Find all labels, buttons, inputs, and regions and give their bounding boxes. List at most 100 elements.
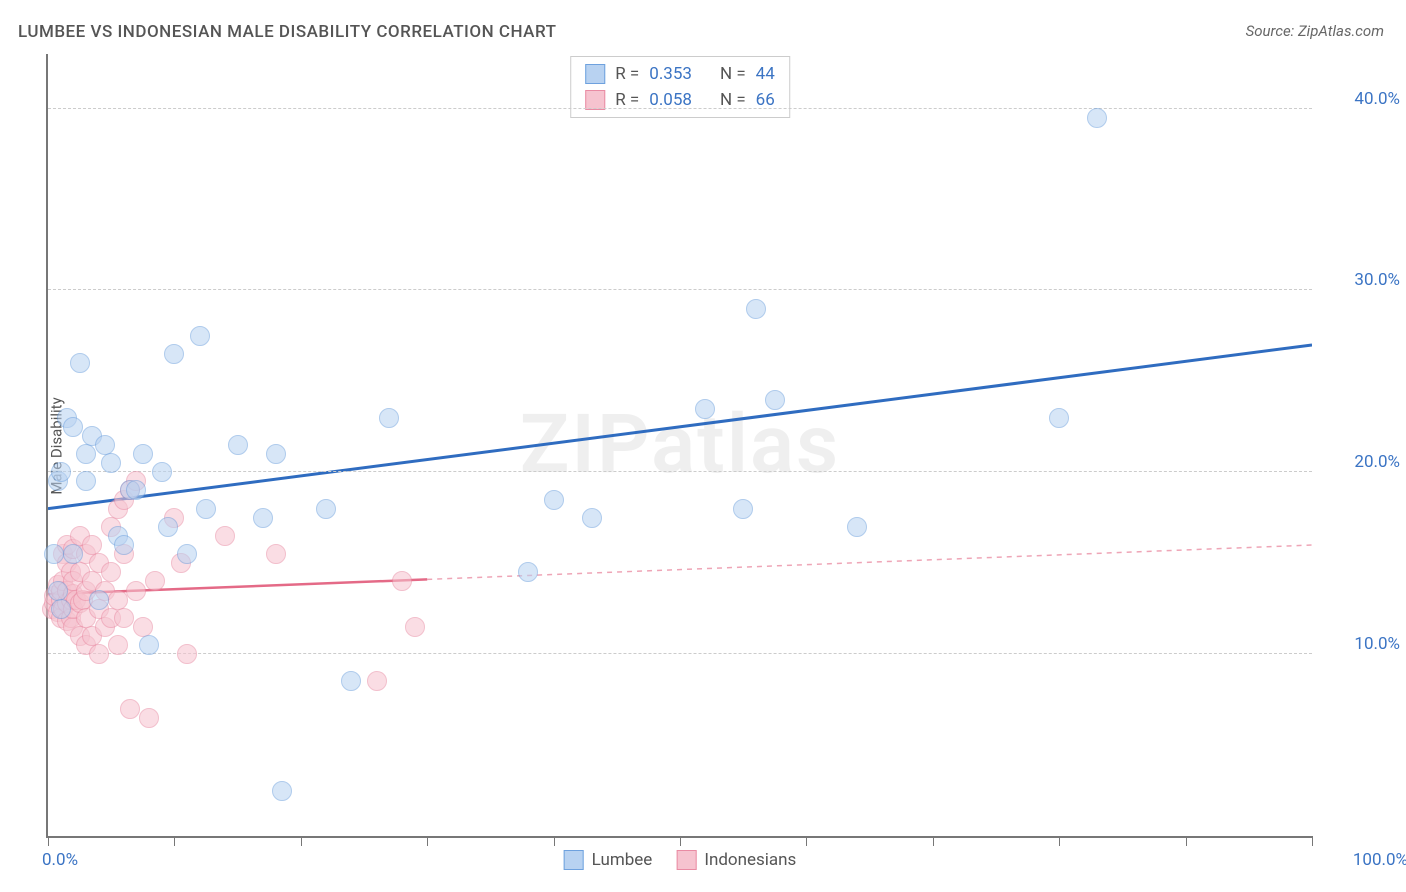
- legend-r-label: R =: [615, 87, 639, 113]
- legend-bottom-item-0: Lumbee: [564, 850, 653, 870]
- scatter-point: [215, 526, 235, 546]
- legend-item-label: Indonesians: [704, 850, 796, 870]
- scatter-point: [746, 299, 766, 319]
- scatter-point: [266, 544, 286, 564]
- scatter-point: [544, 490, 564, 510]
- scatter-point: [695, 399, 715, 419]
- y-tick-label: 10.0%: [1320, 634, 1400, 654]
- legend-n-value: 44: [756, 61, 775, 87]
- scatter-point: [76, 444, 96, 464]
- plot-area: ZIPatlas R = 0.353 N = 44 R = 0.058 N = …: [46, 54, 1312, 838]
- scatter-point: [367, 671, 387, 691]
- scatter-point: [266, 444, 286, 464]
- x-tick: [554, 836, 555, 846]
- scatter-point: [316, 499, 336, 519]
- scatter-point: [158, 517, 178, 537]
- scatter-point: [733, 499, 753, 519]
- scatter-point: [101, 453, 121, 473]
- scatter-point: [133, 444, 153, 464]
- x-tick: [174, 836, 175, 846]
- scatter-point: [177, 644, 197, 664]
- legend-n-label: N =: [720, 61, 746, 87]
- x-tick: [1186, 836, 1187, 846]
- scatter-point: [76, 471, 96, 491]
- scatter-point: [152, 462, 172, 482]
- scatter-point: [392, 571, 412, 591]
- legend-top-row-1: R = 0.058 N = 66: [585, 87, 775, 113]
- scatter-point: [518, 562, 538, 582]
- x-tick-label: 0.0%: [42, 850, 78, 870]
- scatter-point: [164, 344, 184, 364]
- x-tick: [1312, 836, 1313, 846]
- source-label: Source: ZipAtlas.com: [1246, 22, 1384, 40]
- scatter-point: [190, 326, 210, 346]
- scatter-point: [228, 435, 248, 455]
- x-tick: [680, 836, 681, 846]
- scatter-point: [114, 608, 134, 628]
- legend-n-label: N =: [720, 87, 746, 113]
- scatter-point: [89, 590, 109, 610]
- x-tick-label: 100.0%: [1328, 850, 1406, 870]
- scatter-point: [126, 581, 146, 601]
- legend-swatch-icon: [676, 850, 696, 870]
- scatter-point: [139, 635, 159, 655]
- scatter-point: [272, 781, 292, 801]
- legend-swatch-icon: [585, 64, 605, 84]
- legend-top-row-0: R = 0.353 N = 44: [585, 61, 775, 87]
- scatter-point: [379, 408, 399, 428]
- scatter-point: [51, 599, 71, 619]
- scatter-point: [95, 435, 115, 455]
- legend-r-value: 0.353: [649, 61, 692, 87]
- legend-n-value: 66: [756, 87, 775, 113]
- scatter-point: [48, 581, 68, 601]
- scatter-point: [89, 644, 109, 664]
- x-tick: [427, 836, 428, 846]
- scatter-point: [108, 635, 128, 655]
- gridline: [48, 289, 1312, 290]
- scatter-point: [51, 462, 71, 482]
- legend-r-value: 0.058: [649, 87, 692, 113]
- scatter-point: [1087, 108, 1107, 128]
- x-tick: [933, 836, 934, 846]
- scatter-point: [133, 617, 153, 637]
- x-tick: [1059, 836, 1060, 846]
- chart-container: LUMBEE VS INDONESIAN MALE DISABILITY COR…: [0, 0, 1406, 892]
- scatter-point: [120, 699, 140, 719]
- y-tick-label: 40.0%: [1320, 89, 1400, 109]
- scatter-point: [139, 708, 159, 728]
- x-tick: [48, 836, 49, 846]
- legend-swatch-icon: [564, 850, 584, 870]
- watermark: ZIPatlas: [520, 397, 840, 493]
- x-tick: [301, 836, 302, 846]
- scatter-point: [114, 535, 134, 555]
- legend-bottom-item-1: Indonesians: [676, 850, 796, 870]
- y-tick-label: 20.0%: [1320, 452, 1400, 472]
- scatter-point: [1049, 408, 1069, 428]
- legend-top: R = 0.353 N = 44 R = 0.058 N = 66: [570, 56, 790, 118]
- chart-title: LUMBEE VS INDONESIAN MALE DISABILITY COR…: [18, 22, 556, 42]
- gridline: [48, 653, 1312, 654]
- legend-bottom: Lumbee Indonesians: [564, 850, 797, 870]
- scatter-point: [101, 562, 121, 582]
- legend-r-label: R =: [615, 61, 639, 87]
- scatter-point: [341, 671, 361, 691]
- scatter-point: [82, 535, 102, 555]
- x-tick: [806, 836, 807, 846]
- scatter-point: [126, 480, 146, 500]
- scatter-point: [177, 544, 197, 564]
- gridline: [48, 471, 1312, 472]
- scatter-point: [405, 617, 425, 637]
- scatter-point: [253, 508, 273, 528]
- scatter-point: [63, 544, 83, 564]
- scatter-point: [847, 517, 867, 537]
- legend-item-label: Lumbee: [592, 850, 653, 870]
- scatter-point: [145, 571, 165, 591]
- scatter-point: [582, 508, 602, 528]
- scatter-point: [765, 390, 785, 410]
- y-tick-label: 30.0%: [1320, 270, 1400, 290]
- scatter-point: [70, 353, 90, 373]
- scatter-point: [63, 417, 83, 437]
- scatter-point: [108, 590, 128, 610]
- scatter-point: [44, 544, 64, 564]
- scatter-point: [196, 499, 216, 519]
